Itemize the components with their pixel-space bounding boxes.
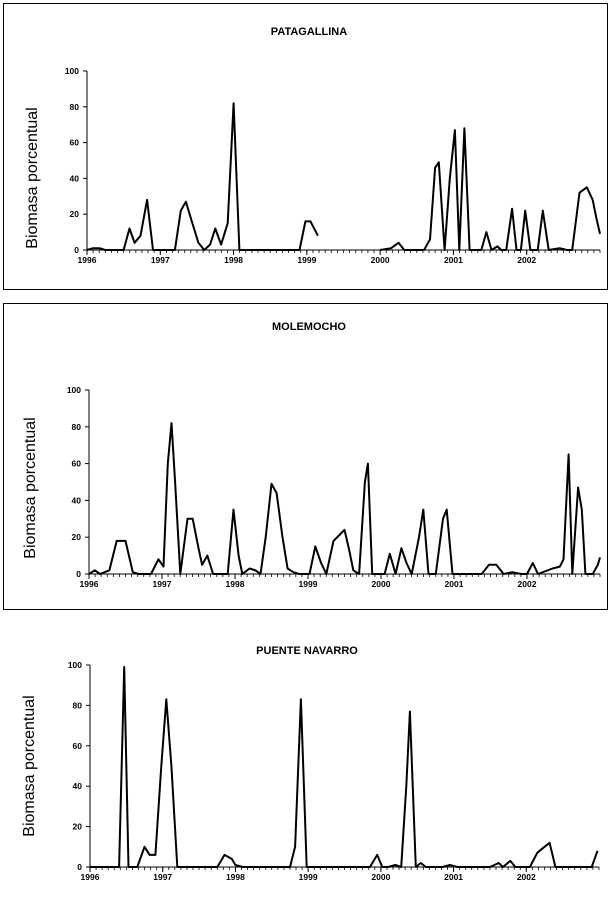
x-tick-label: 2001 [445,579,464,589]
series-line-segment [86,102,319,251]
x-tick-label: 1997 [153,579,172,589]
y-tick-label: 40 [72,495,82,505]
y-tick-label: 0 [77,862,82,872]
y-tick-label: 20 [70,209,80,219]
y-tick-label: 100 [67,385,81,395]
y-tick-label: 40 [70,173,80,183]
x-tick-label: 2002 [517,255,536,265]
y-tick-label: 60 [72,459,82,469]
y-tick-label: 80 [70,102,80,112]
x-tick-label: 1996 [80,579,99,589]
x-tick-label: 1997 [153,872,172,882]
y-tick-label: 100 [65,66,79,76]
x-tick-label: 1998 [224,255,243,265]
series-line-segment [90,666,599,868]
y-tick-label: 0 [76,569,81,579]
chart-svg-patagallina: PATAGALLINA Biomasa porcentual 0 20 40 60 80… [24,26,601,265]
series-line-segment [88,422,601,575]
chart-panel-puente-navarro: PUENTE NAVARRO Biomasa porcentual 0 20 40 6… [3,628,608,900]
x-tick-label: 2001 [444,872,463,882]
series-line-segment [379,127,601,251]
y-tick-label: 80 [72,422,82,432]
x-tick-label: 2000 [371,255,390,265]
y-axis-label: Biomasa porcentual [24,107,41,248]
y-tick-label: 60 [70,138,80,148]
y-axis-label: Biomasa porcentual [22,417,39,558]
chart-svg-puente-navarro: PUENTE NAVARRO Biomasa porcentual 0 20 40 6… [21,645,600,882]
y-tick-label: 20 [73,822,83,832]
y-tick-label: 0 [74,245,79,255]
y-tick-label: 40 [73,781,83,791]
x-tick-label: 1998 [226,579,245,589]
chart-svg-molemocho: MOLEMOCHO Biomasa porcentual 0 20 40 60 80 10… [22,321,601,589]
chart-title: PUENTE NAVARRO [256,645,358,657]
x-tick-label: 2002 [518,579,537,589]
x-tick-label: 2002 [517,872,536,882]
x-tick-label: 1999 [299,579,318,589]
x-tick-label: 2000 [372,579,391,589]
x-tick-label: 1997 [151,255,170,265]
chart-title: PATAGALLINA [271,26,347,38]
chart-title: MOLEMOCHO [272,321,346,333]
x-tick-label: 1996 [78,255,97,265]
x-tick-label: 1996 [81,872,100,882]
y-tick-label: 100 [68,660,82,670]
x-tick-label: 1999 [297,255,316,265]
x-tick-label: 1999 [299,872,318,882]
y-axis-label: Biomasa porcentual [21,695,38,836]
chart-panel-patagallina: PATAGALLINA Biomasa porcentual 0 20 40 60 80… [3,3,608,290]
x-tick-label: 2001 [444,255,463,265]
y-tick-label: 60 [73,741,83,751]
x-tick-label: 1998 [226,872,245,882]
chart-panel-molemocho: MOLEMOCHO Biomasa porcentual 0 20 40 60 80 10… [3,303,608,610]
y-tick-label: 80 [73,700,83,710]
y-tick-label: 20 [72,532,82,542]
x-tick-label: 2000 [371,872,390,882]
